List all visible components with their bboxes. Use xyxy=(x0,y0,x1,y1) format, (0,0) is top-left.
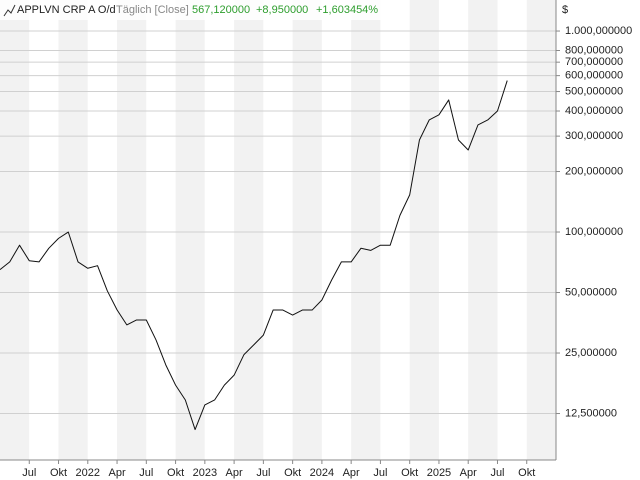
x-tick-label: Okt xyxy=(167,467,184,479)
band xyxy=(234,0,264,460)
x-tick-label: 2025 xyxy=(427,467,451,479)
last-price: 567,120000 xyxy=(192,4,250,16)
grid xyxy=(0,30,556,464)
x-tick-label: Jul xyxy=(22,467,36,479)
price-line xyxy=(0,80,508,431)
y-tick-label: 50,000000 xyxy=(565,286,617,298)
x-tick-label: Okt xyxy=(284,467,301,479)
y-tick-label: 25,000000 xyxy=(565,347,617,359)
band xyxy=(58,0,88,460)
x-tick-label: Okt xyxy=(50,467,67,479)
y-tick-label: 12,500000 xyxy=(565,407,617,419)
x-tick-label: Okt xyxy=(401,467,418,479)
change-percent: +1,603454% xyxy=(316,4,378,16)
x-tick-label: 2023 xyxy=(193,467,217,479)
band xyxy=(117,0,147,460)
band xyxy=(263,0,293,460)
band xyxy=(438,0,469,460)
interval: Täglich [Close] xyxy=(116,4,189,16)
y-tick-label: 800,000000 xyxy=(565,44,623,56)
chart-title: APPLVN CRP A O/d xyxy=(17,4,116,16)
band xyxy=(321,0,352,460)
band xyxy=(526,0,556,460)
x-tick-label: Apr xyxy=(108,467,125,479)
band xyxy=(468,0,498,460)
x-tick-label: Jul xyxy=(490,467,504,479)
y-tick-label: 600,000000 xyxy=(565,70,623,82)
x-tick-label: Apr xyxy=(460,467,477,479)
y-tick-label: 200,000000 xyxy=(565,165,623,177)
x-tick-label: Apr xyxy=(343,467,360,479)
band xyxy=(497,0,527,460)
y-tick-label: 100,000000 xyxy=(565,226,623,238)
x-tick-label: Jul xyxy=(139,467,153,479)
band xyxy=(87,0,118,460)
band xyxy=(204,0,235,460)
band xyxy=(0,0,30,460)
x-tick-label: Okt xyxy=(518,467,535,479)
currency: $ xyxy=(562,4,568,16)
x-tick-label: Jul xyxy=(256,467,270,479)
band xyxy=(175,0,205,460)
change: +8,950000 xyxy=(256,4,308,16)
y-tick-label: 1.000,000000 xyxy=(565,25,632,37)
plot-background xyxy=(0,0,556,460)
y-tick-label: 700,000000 xyxy=(565,56,623,68)
header-background xyxy=(0,0,386,20)
y-tick-label: 500,000000 xyxy=(565,85,623,97)
y-tick-label: 400,000000 xyxy=(565,105,623,117)
band xyxy=(29,0,59,460)
chart-icon xyxy=(3,4,16,17)
band xyxy=(146,0,176,460)
x-tick-label: 2024 xyxy=(310,467,334,479)
x-tick-label: Apr xyxy=(226,467,243,479)
band xyxy=(351,0,381,460)
x-tick-label: Jul xyxy=(373,467,387,479)
y-tick-label: 300,000000 xyxy=(565,130,623,142)
series xyxy=(0,80,508,431)
band xyxy=(292,0,322,460)
band xyxy=(409,0,439,460)
x-tick-label: 2022 xyxy=(76,467,100,479)
